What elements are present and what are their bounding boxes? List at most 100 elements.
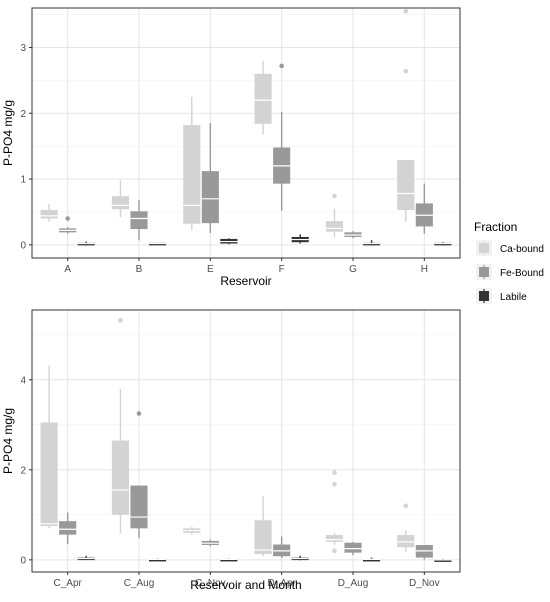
x-tick-label: D_Aug xyxy=(338,578,369,589)
legend-label: Ca-bound xyxy=(500,244,544,255)
box-rect xyxy=(40,422,58,527)
box-rect xyxy=(325,221,344,232)
outlier-point xyxy=(332,193,337,199)
box-d-aug xyxy=(325,470,344,554)
outlier-point xyxy=(332,470,337,475)
box-rect xyxy=(254,520,272,554)
x-tick-label: D_Nov xyxy=(409,578,440,589)
legend: Fraction Ca-bound Fe-Bound Labile xyxy=(474,220,544,304)
box-g xyxy=(344,231,362,239)
box-b xyxy=(111,180,130,218)
box-rect xyxy=(434,559,452,562)
box-rect xyxy=(111,196,130,210)
box-d-apr xyxy=(291,555,309,561)
y-tick-label: 0 xyxy=(20,240,26,251)
series-labile xyxy=(77,234,452,246)
y-tick-label: 2 xyxy=(20,465,26,476)
box-rect xyxy=(111,440,130,515)
chart-panel-2: 0 2 4 C_Apr C_Aug C_Nov D_Apr D_Aug D_Nov Reservo… xyxy=(1,309,461,592)
box-rect xyxy=(362,558,381,562)
legend-label: Labile xyxy=(500,292,527,303)
legend-item-labile: Labile xyxy=(476,288,527,304)
series-ca-bound xyxy=(40,318,415,557)
box-a xyxy=(40,204,58,222)
box-b xyxy=(130,200,148,241)
legend-key-swatch xyxy=(479,243,489,253)
box-d-aug xyxy=(344,541,362,556)
box-rect xyxy=(397,535,415,548)
box-c-aug xyxy=(111,318,130,534)
x-tick-label: F xyxy=(279,264,285,275)
legend-item-ca-bound: Ca-bound xyxy=(476,240,544,256)
box-rect xyxy=(201,171,219,224)
box-d-nov xyxy=(415,544,433,560)
box-c-aug xyxy=(130,411,148,539)
box-b xyxy=(148,242,167,246)
panel-border xyxy=(31,309,461,573)
x-tick-label: D_Apr xyxy=(267,578,296,589)
outlier-point xyxy=(65,216,70,221)
legend-item-fe-bound: Fe-Bound xyxy=(476,264,544,280)
box-c-aug xyxy=(148,558,167,562)
y-tick-label: 4 xyxy=(20,375,26,386)
legend-label: Fe-Bound xyxy=(500,268,544,279)
panel-background xyxy=(32,310,460,572)
box-h xyxy=(397,8,415,222)
box-h xyxy=(415,183,433,234)
chart-panels: 0 1 2 3 A B E F G H Reservoir P-PO4 mg/g 0 2 4 C_Apr C_A… xyxy=(1,7,461,592)
box-rect xyxy=(130,485,148,529)
box-d-nov xyxy=(397,503,415,552)
y-tick-label: 1 xyxy=(20,175,26,186)
series-fe-bound xyxy=(59,63,433,241)
x-tick-label: B xyxy=(136,264,143,275)
chart-panel-1: 0 1 2 3 A B E F G H Reservoir P-PO4 mg/g xyxy=(1,7,461,288)
series-labile xyxy=(77,555,452,562)
x-tick-label: C_Aug xyxy=(124,578,155,589)
box-d-apr xyxy=(254,495,272,557)
box-c-nov xyxy=(220,558,238,562)
y-tick-label: 3 xyxy=(20,43,26,54)
box-e xyxy=(201,123,219,233)
outlier-point xyxy=(332,548,337,554)
x-tick-label: C_Nov xyxy=(195,578,226,589)
outlier-point xyxy=(279,63,284,69)
legend-key-swatch xyxy=(479,267,489,277)
series-fe-bound xyxy=(59,411,433,560)
box-f xyxy=(291,234,309,244)
box-d-apr xyxy=(273,536,291,559)
outlier-point xyxy=(403,8,409,14)
box-c-nov xyxy=(183,526,201,535)
box-d-aug xyxy=(362,557,381,562)
box-rect xyxy=(40,209,58,219)
x-tick-label: C_Apr xyxy=(53,578,82,589)
series-ca-bound xyxy=(40,8,415,237)
y-axis-title: P-PO4 mg/g xyxy=(1,100,15,166)
legend-items: Ca-bound Fe-Bound Labile xyxy=(476,240,544,304)
legend-key-swatch xyxy=(479,291,489,301)
panel-background xyxy=(32,8,460,258)
outlier-point xyxy=(403,68,409,74)
outlier-point xyxy=(332,481,337,487)
box-rect xyxy=(183,125,201,224)
y-tick-label: 0 xyxy=(20,555,26,566)
x-tick-label: E xyxy=(207,264,214,275)
box-rect xyxy=(344,542,362,553)
box-e xyxy=(220,238,238,245)
outlier-point xyxy=(403,503,409,509)
box-rect xyxy=(220,558,238,562)
box-rect xyxy=(325,535,344,542)
outlier-point xyxy=(118,318,123,323)
legend-title: Fraction xyxy=(474,220,517,234)
x-axis-title: Reservoir and Month xyxy=(190,578,301,592)
outlier-point xyxy=(136,411,142,416)
box-f xyxy=(273,63,291,211)
box-c-nov xyxy=(201,539,219,547)
x-tick-label: H xyxy=(421,264,428,275)
box-g xyxy=(362,240,381,246)
y-axis-title: P-PO4 mg/g xyxy=(1,408,15,474)
box-e xyxy=(183,96,201,231)
y-tick-label: 2 xyxy=(20,109,26,120)
x-tick-label: A xyxy=(64,264,71,275)
box-c-apr xyxy=(77,555,95,561)
